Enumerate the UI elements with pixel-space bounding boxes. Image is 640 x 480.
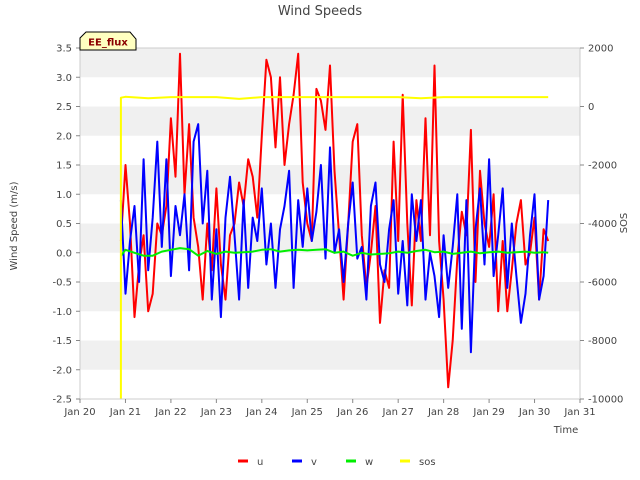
band	[80, 369, 580, 399]
x-tick-label: Jan 26	[336, 407, 368, 418]
x-tick-label: Jan 25	[291, 407, 323, 418]
band	[80, 106, 580, 136]
x-tick-label: Jan 29	[472, 407, 504, 418]
y-tick-label: 0.5	[56, 219, 72, 230]
y-axis-label: Wind Speed (m/s)	[9, 181, 20, 270]
legend-label-sos: sos	[419, 457, 436, 468]
x-axis-label: Time	[553, 425, 578, 436]
legend: u v w sos	[238, 457, 436, 468]
site-badge: EE_flux	[79, 31, 137, 51]
y2-tick-label: -8000	[588, 336, 617, 347]
legend-label-v: v	[311, 457, 317, 468]
y-tick-label: 3.0	[56, 73, 72, 84]
chart-title: Wind Speeds	[278, 4, 363, 19]
y2-tick-label: -2000	[588, 161, 617, 172]
y-tick-label: -1.5	[52, 336, 72, 347]
y-tick-label: -2.0	[52, 365, 72, 376]
x-tick-label: Jan 28	[427, 407, 459, 418]
y-tick-label: 2.5	[56, 102, 72, 113]
x-tick-label: Jan 30	[518, 407, 550, 418]
y2-tick-label: -10000	[588, 395, 623, 406]
y2-axis-label: SOS	[619, 213, 630, 234]
y2-tick-label: -4000	[588, 219, 617, 230]
y-tick-label: -1.0	[52, 307, 72, 318]
x-tick-label: Jan 21	[109, 407, 141, 418]
legend-label-w: w	[365, 457, 373, 468]
y-axis: -2.5 -2.0 -1.5 -1.0 -0.5 0.0 0.5 1.0 1.5 2.0 2.5 3.…	[52, 44, 80, 406]
y-tick-label: 3.5	[56, 44, 72, 55]
y-tick-label: 2.0	[56, 131, 72, 142]
y-tick-label: -0.5	[52, 278, 72, 289]
series-layer	[119, 52, 550, 399]
y2-tick-label: -6000	[588, 278, 617, 289]
x-tick-label: Jan 23	[200, 407, 232, 418]
legend-label-u: u	[257, 457, 263, 468]
x-tick-label: Jan 24	[245, 407, 277, 418]
series-line-sos	[119, 95, 549, 399]
y2-axis: -10000 -8000 -6000 -4000 -2000 0 2000	[580, 44, 623, 406]
y-tick-label: -2.5	[52, 395, 72, 406]
x-tick-label: Jan 27	[382, 407, 414, 418]
x-axis: Jan 20 Jan 21 Jan 22 Jan 23 Jan 24 Jan 25 Jan …	[63, 399, 596, 418]
x-tick-label: Jan 22	[154, 407, 186, 418]
y-tick-label: 1.5	[56, 161, 72, 172]
y-tick-label: 1.0	[56, 190, 72, 201]
site-label: EE_flux	[88, 38, 128, 49]
y2-tick-label: 2000	[588, 44, 613, 55]
y-tick-label: 0.0	[56, 248, 72, 259]
series-line-w	[120, 247, 549, 257]
x-tick-label: Jan 31	[563, 407, 595, 418]
x-tick-label: Jan 20	[63, 407, 95, 418]
band	[80, 311, 580, 341]
band	[80, 340, 580, 370]
y2-tick-label: 0	[588, 102, 594, 113]
